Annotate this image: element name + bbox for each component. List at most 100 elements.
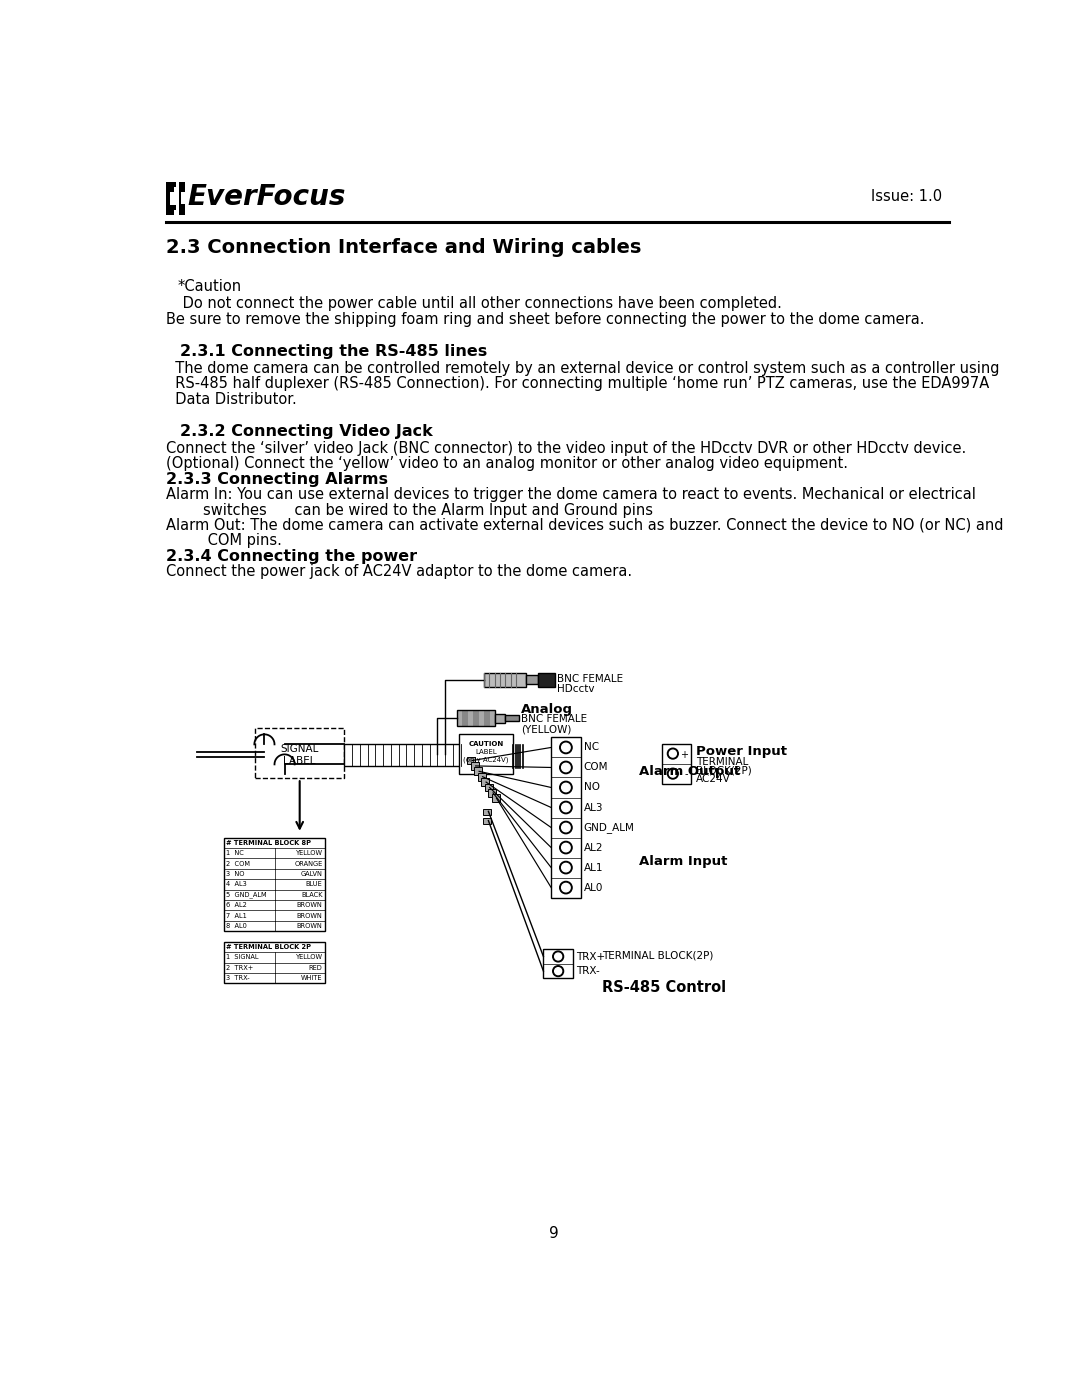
Text: BROWN: BROWN xyxy=(297,902,323,908)
Circle shape xyxy=(553,965,564,977)
Text: AL0: AL0 xyxy=(583,883,603,893)
Bar xyxy=(484,673,526,686)
Bar xyxy=(459,733,513,774)
Text: HDcctv: HDcctv xyxy=(557,685,595,694)
Text: BLUE: BLUE xyxy=(306,882,323,887)
Text: 1  NC: 1 NC xyxy=(227,851,244,856)
Text: 2.3 Connection Interface and Wiring cables: 2.3 Connection Interface and Wiring cabl… xyxy=(166,239,642,257)
Text: Do not connect the power cable until all other connections have been completed.: Do not connect the power cable until all… xyxy=(177,296,782,312)
Bar xyxy=(225,838,325,930)
Bar xyxy=(225,942,325,983)
Circle shape xyxy=(559,781,572,793)
Text: TRX+: TRX+ xyxy=(576,951,605,961)
Bar xyxy=(496,714,504,722)
Text: 7  AL1: 7 AL1 xyxy=(227,912,247,918)
Bar xyxy=(526,675,538,685)
Bar xyxy=(462,711,468,726)
Text: Alarm Out: The dome camera can activate external devices such as buzzer. Connect: Alarm Out: The dome camera can activate … xyxy=(166,518,1003,534)
Circle shape xyxy=(555,968,562,975)
Text: (YELLOW): (YELLOW) xyxy=(521,725,571,735)
Text: Alarm Input: Alarm Input xyxy=(638,855,727,868)
Circle shape xyxy=(555,953,562,960)
Bar xyxy=(166,182,174,215)
Text: Issue: 1.0: Issue: 1.0 xyxy=(872,190,943,204)
Text: Alarm Output: Alarm Output xyxy=(638,764,740,778)
Text: LABEL: LABEL xyxy=(475,749,497,754)
Text: Power Input: Power Input xyxy=(697,745,787,759)
Circle shape xyxy=(667,749,678,759)
Text: BNC FEMALE: BNC FEMALE xyxy=(557,673,623,683)
Text: CAUTION: CAUTION xyxy=(469,742,503,747)
Bar xyxy=(483,819,490,824)
Bar xyxy=(490,711,496,726)
Text: (Optional) Connect the ‘yellow’ video to an analog monitor or other analog video: (Optional) Connect the ‘yellow’ video to… xyxy=(166,457,848,471)
Text: # TERMINAL BLOCK 2P: # TERMINAL BLOCK 2P xyxy=(227,944,311,950)
Text: The dome camera can be controlled remotely by an external device or control syst: The dome camera can be controlled remote… xyxy=(166,360,999,376)
Text: 8  AL0: 8 AL0 xyxy=(227,923,247,929)
Circle shape xyxy=(559,841,572,854)
Bar xyxy=(457,711,496,726)
Bar xyxy=(170,182,176,187)
Text: 4  AL3: 4 AL3 xyxy=(227,882,247,887)
Circle shape xyxy=(562,863,570,872)
Bar xyxy=(484,711,490,726)
Text: BLOCK(2P): BLOCK(2P) xyxy=(697,766,752,775)
Text: # TERMINAL BLOCK 8P: # TERMINAL BLOCK 8P xyxy=(227,840,311,845)
Bar xyxy=(483,809,490,816)
Text: ORANGE: ORANGE xyxy=(294,861,323,866)
Text: TRX-: TRX- xyxy=(576,967,599,977)
Bar xyxy=(170,191,174,205)
Text: SIGNAL: SIGNAL xyxy=(281,745,319,754)
Text: YELLOW: YELLOW xyxy=(296,954,323,961)
Bar xyxy=(473,711,478,726)
Text: YELLOW: YELLOW xyxy=(296,851,323,856)
Text: Be sure to remove the shipping foam ring and sheet before connecting the power t: Be sure to remove the shipping foam ring… xyxy=(166,312,924,327)
Text: RED: RED xyxy=(309,965,323,971)
Text: COM pins.: COM pins. xyxy=(166,534,282,549)
Bar xyxy=(551,738,581,898)
Text: Data Distributor.: Data Distributor. xyxy=(166,391,297,407)
Bar xyxy=(345,745,469,766)
Bar xyxy=(485,784,492,791)
Text: switches      can be wired to the Alarm Input and Ground pins: switches can be wired to the Alarm Input… xyxy=(166,503,653,518)
Bar xyxy=(255,728,345,778)
Bar xyxy=(471,763,478,770)
Text: COM: COM xyxy=(583,763,608,773)
Text: EverFocus: EverFocus xyxy=(188,183,346,211)
Text: RS-485 Control: RS-485 Control xyxy=(603,981,727,995)
Text: 5  GND_ALM: 5 GND_ALM xyxy=(227,891,267,898)
Text: BROWN: BROWN xyxy=(297,912,323,918)
Bar xyxy=(662,743,691,784)
Text: *Caution: *Caution xyxy=(177,279,242,295)
Text: LABEL: LABEL xyxy=(283,756,316,766)
Bar xyxy=(482,778,489,787)
Bar xyxy=(478,773,486,781)
Bar xyxy=(474,767,482,775)
Text: 1  SIGNAL: 1 SIGNAL xyxy=(227,954,259,961)
Bar xyxy=(488,789,496,796)
Text: 2.3.4 Connecting the power: 2.3.4 Connecting the power xyxy=(166,549,417,564)
Bar xyxy=(468,711,473,726)
Text: 2.3.2 Connecting Video Jack: 2.3.2 Connecting Video Jack xyxy=(180,425,433,439)
Bar xyxy=(468,757,475,764)
Circle shape xyxy=(562,784,570,792)
Text: 2  COM: 2 COM xyxy=(227,861,251,866)
Circle shape xyxy=(559,821,572,834)
Circle shape xyxy=(562,743,570,752)
Text: BROWN: BROWN xyxy=(297,923,323,929)
Text: GND_ALM: GND_ALM xyxy=(583,821,635,833)
Text: -: - xyxy=(684,768,688,778)
Text: 3  TRX-: 3 TRX- xyxy=(227,975,251,981)
Text: Analog: Analog xyxy=(521,703,573,715)
Bar xyxy=(457,711,462,726)
Text: 6  AL2: 6 AL2 xyxy=(227,902,247,908)
Text: WHITE: WHITE xyxy=(301,975,323,981)
Text: BLACK: BLACK xyxy=(301,891,323,898)
Bar xyxy=(180,183,185,189)
Text: AL2: AL2 xyxy=(583,842,604,852)
Circle shape xyxy=(670,750,676,757)
Circle shape xyxy=(562,844,570,852)
Circle shape xyxy=(562,883,570,891)
Text: BNC FEMALE: BNC FEMALE xyxy=(521,714,588,724)
Text: 9: 9 xyxy=(549,1227,558,1242)
